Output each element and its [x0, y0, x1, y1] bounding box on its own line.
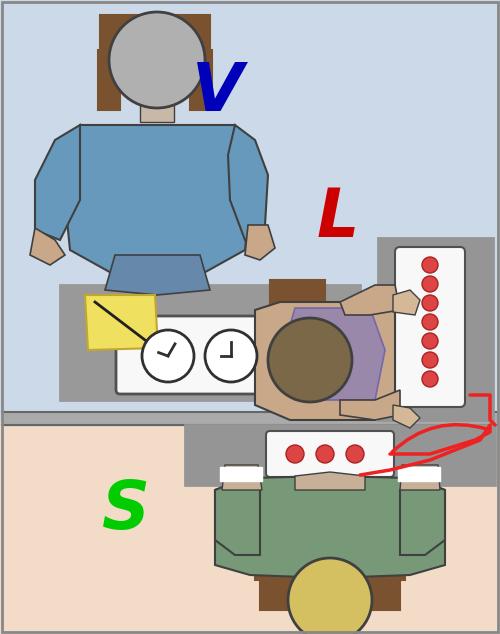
FancyBboxPatch shape — [266, 431, 394, 477]
Bar — [398, 467, 440, 481]
Circle shape — [422, 257, 438, 273]
Polygon shape — [105, 255, 210, 295]
Bar — [260, 570, 400, 610]
Circle shape — [422, 314, 438, 330]
Bar — [0, 422, 500, 634]
Polygon shape — [35, 125, 80, 240]
Bar — [270, 280, 325, 310]
Polygon shape — [228, 125, 268, 240]
Polygon shape — [400, 478, 445, 555]
Polygon shape — [340, 285, 400, 315]
Circle shape — [142, 330, 194, 382]
Polygon shape — [65, 125, 250, 280]
Circle shape — [346, 445, 364, 463]
Bar — [185, 425, 495, 485]
Circle shape — [316, 445, 334, 463]
Bar — [255, 500, 277, 580]
Bar — [2, 412, 498, 425]
Polygon shape — [280, 308, 385, 400]
Polygon shape — [215, 476, 445, 578]
Polygon shape — [85, 295, 158, 350]
Bar — [190, 50, 212, 110]
Bar — [325, 310, 345, 390]
Circle shape — [276, 336, 294, 354]
Bar — [100, 15, 210, 60]
Circle shape — [288, 558, 372, 634]
Polygon shape — [393, 290, 420, 315]
Circle shape — [422, 276, 438, 292]
Circle shape — [268, 318, 352, 402]
Circle shape — [422, 295, 438, 311]
Polygon shape — [245, 225, 275, 260]
Polygon shape — [295, 472, 365, 490]
Polygon shape — [255, 302, 395, 420]
Bar — [0, 0, 500, 422]
Bar — [378, 238, 493, 420]
Bar — [383, 500, 405, 580]
Bar — [265, 310, 285, 390]
Circle shape — [422, 333, 438, 349]
Bar — [60, 285, 360, 400]
Text: S: S — [102, 477, 150, 543]
Polygon shape — [393, 405, 420, 428]
Polygon shape — [215, 478, 260, 555]
Text: L: L — [317, 185, 359, 251]
Bar — [98, 50, 120, 110]
Bar — [220, 467, 262, 481]
Circle shape — [422, 352, 438, 368]
Circle shape — [109, 12, 205, 108]
Circle shape — [299, 336, 317, 354]
Circle shape — [422, 371, 438, 387]
Polygon shape — [222, 465, 262, 490]
Text: V: V — [192, 59, 244, 125]
Circle shape — [205, 330, 257, 382]
Circle shape — [276, 359, 294, 377]
Circle shape — [299, 359, 317, 377]
FancyBboxPatch shape — [395, 247, 465, 407]
Polygon shape — [30, 228, 65, 265]
FancyBboxPatch shape — [116, 316, 339, 394]
Bar — [140, 100, 174, 122]
Circle shape — [286, 445, 304, 463]
Polygon shape — [400, 465, 440, 490]
Polygon shape — [340, 390, 400, 420]
